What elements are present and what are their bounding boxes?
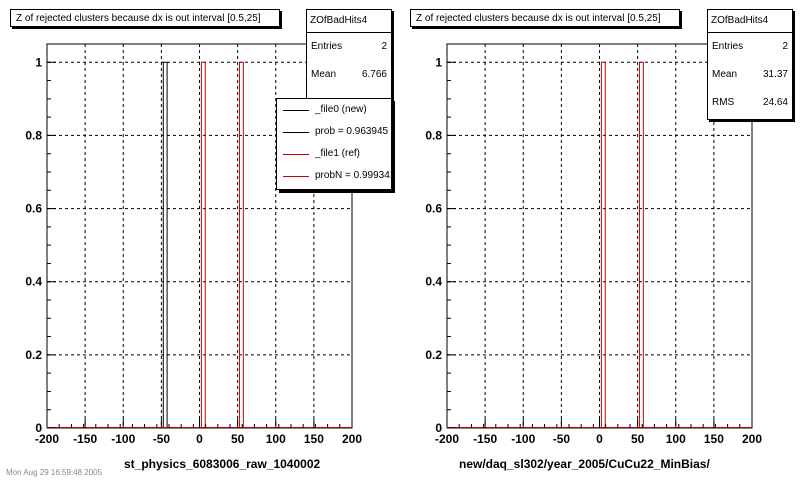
left-x-tick-label: 100 (266, 432, 286, 446)
left-stats-row-entries: Entries 2 (307, 33, 391, 61)
right-histogram-bin (639, 61, 644, 428)
legend-label-prob: prob = 0.963945 (315, 126, 389, 137)
left-y-tick-label: 0.4 (25, 275, 42, 289)
right-stats-row-entries: Entries 2 (708, 33, 792, 61)
left-x-tick-label: -200 (35, 432, 59, 446)
left-x-tick-label: -150 (73, 432, 97, 446)
right-y-tick-label: 1 (435, 55, 442, 69)
right-y-tick-label: 0.2 (425, 348, 442, 362)
legend-label-file0: _file0 (new) (315, 104, 367, 115)
right-stats-entries-label: Entries (712, 41, 744, 52)
left-stats-name: ZOfBadHits4 (307, 10, 391, 33)
left-x-tick-label: 200 (342, 432, 362, 446)
right-y-tick-label: 0 (435, 421, 442, 435)
right-x-tick-label: -100 (511, 432, 535, 446)
right-stats-entries-value: 2 (782, 41, 788, 52)
left-plot-title: Z of rejected clusters because dx is out… (10, 9, 280, 27)
right-x-tick-label: 200 (742, 432, 762, 446)
left-histogram-bin (239, 61, 244, 428)
left-stats-row-mean: Mean 6.766 (307, 61, 391, 89)
left-stats-mean-value: 6.766 (361, 69, 387, 80)
left-x-tick-label: -50 (153, 432, 171, 446)
left-y-tick-label: 1 (35, 55, 42, 69)
legend-label-probn: probN = 0.999341 (315, 170, 392, 181)
left-y-tick-label: 0.8 (25, 128, 42, 142)
right-y-tick-label: 0.8 (425, 128, 442, 142)
left-stats-mean-label: Mean (311, 69, 337, 80)
legend-entry-prob: prob = 0.963945 (277, 121, 391, 143)
right-x-tick-label: 0 (596, 432, 603, 446)
right-stats-name: ZOfBadHits4 (708, 10, 792, 33)
left-stats-box: ZOfBadHits4 Entries 2 Mean 6.766 (306, 9, 392, 99)
right-stats-rms-label: RMS (712, 97, 735, 108)
right-stats-row-mean: Mean 31.37 (708, 61, 792, 89)
timestamp-footer: Mon Aug 29 16:59:48 2005 (6, 468, 103, 477)
left-y-tick-label: 0.2 (25, 348, 42, 362)
legend-swatch-probn (283, 176, 309, 177)
right-x-axis-title: new/daq_sl302/year_2005/CuCu22_MinBias/ (459, 457, 710, 471)
left-x-tick-label: -100 (111, 432, 135, 446)
right-x-tick-label: 50 (631, 432, 645, 446)
left-histogram-bin (162, 61, 168, 428)
legend-label-file1: _file1 (ref) (315, 148, 361, 159)
left-y-tick-label: 0.6 (25, 202, 42, 216)
right-x-tick-label: -150 (473, 432, 497, 446)
right-stats-row-rms: RMS 24.64 (708, 89, 792, 117)
left-histogram-pad: -200 -150 -100 -50 0 50 100 150 200 0 0.2 0.4 0.6 0.8… (10, 9, 392, 471)
right-y-tick-label: 0.6 (425, 202, 442, 216)
right-histogram-pad: -200 -150 -100 -50 0 50 100 150 200 0 0.2 0.4 0.6 0.8… (400, 0, 800, 480)
right-histogram-bin (600, 61, 606, 428)
legend-swatch-prob (283, 132, 309, 133)
right-stats-rms-value: 24.64 (762, 97, 788, 108)
legend-swatch-file1 (283, 154, 309, 155)
right-plot-title: Z of rejected clusters because dx is out… (410, 9, 680, 27)
left-x-tick-label: 50 (231, 432, 245, 446)
right-x-tick-label: 100 (666, 432, 686, 446)
right-stats-box: ZOfBadHits4 Entries 2 Mean 31.37 RMS 24.… (707, 9, 793, 120)
left-x-axis-title: st_physics_6083006_raw_1040002 (124, 457, 321, 471)
legend-entry-file0: _file0 (new) (277, 99, 391, 121)
left-y-tick-label: 0 (35, 421, 42, 435)
right-stats-mean-label: Mean (712, 69, 738, 80)
right-x-tick-label: -50 (553, 432, 571, 446)
legend-entry-file1: _file1 (ref) (277, 143, 391, 165)
left-stats-entries-value: 2 (381, 41, 387, 52)
right-x-tick-label: 150 (704, 432, 724, 446)
left-x-tick-label: 0 (196, 432, 203, 446)
right-x-tick-label: -200 (435, 432, 459, 446)
legend-entry-probn: probN = 0.999341 (277, 165, 391, 187)
left-stats-entries-label: Entries (311, 41, 343, 52)
right-histogram-plot: -200 -150 -100 -50 0 50 100 150 200 0 0.2 0.4 0.6 0.8… (425, 43, 762, 446)
legend: _file0 (new) prob = 0.963945 _file1 (ref… (276, 98, 392, 190)
left-histogram-bin (200, 61, 206, 428)
right-stats-mean-value: 31.37 (762, 69, 788, 80)
right-y-tick-label: 0.4 (425, 275, 442, 289)
legend-swatch-file0 (283, 110, 309, 111)
left-x-tick-label: 150 (304, 432, 324, 446)
